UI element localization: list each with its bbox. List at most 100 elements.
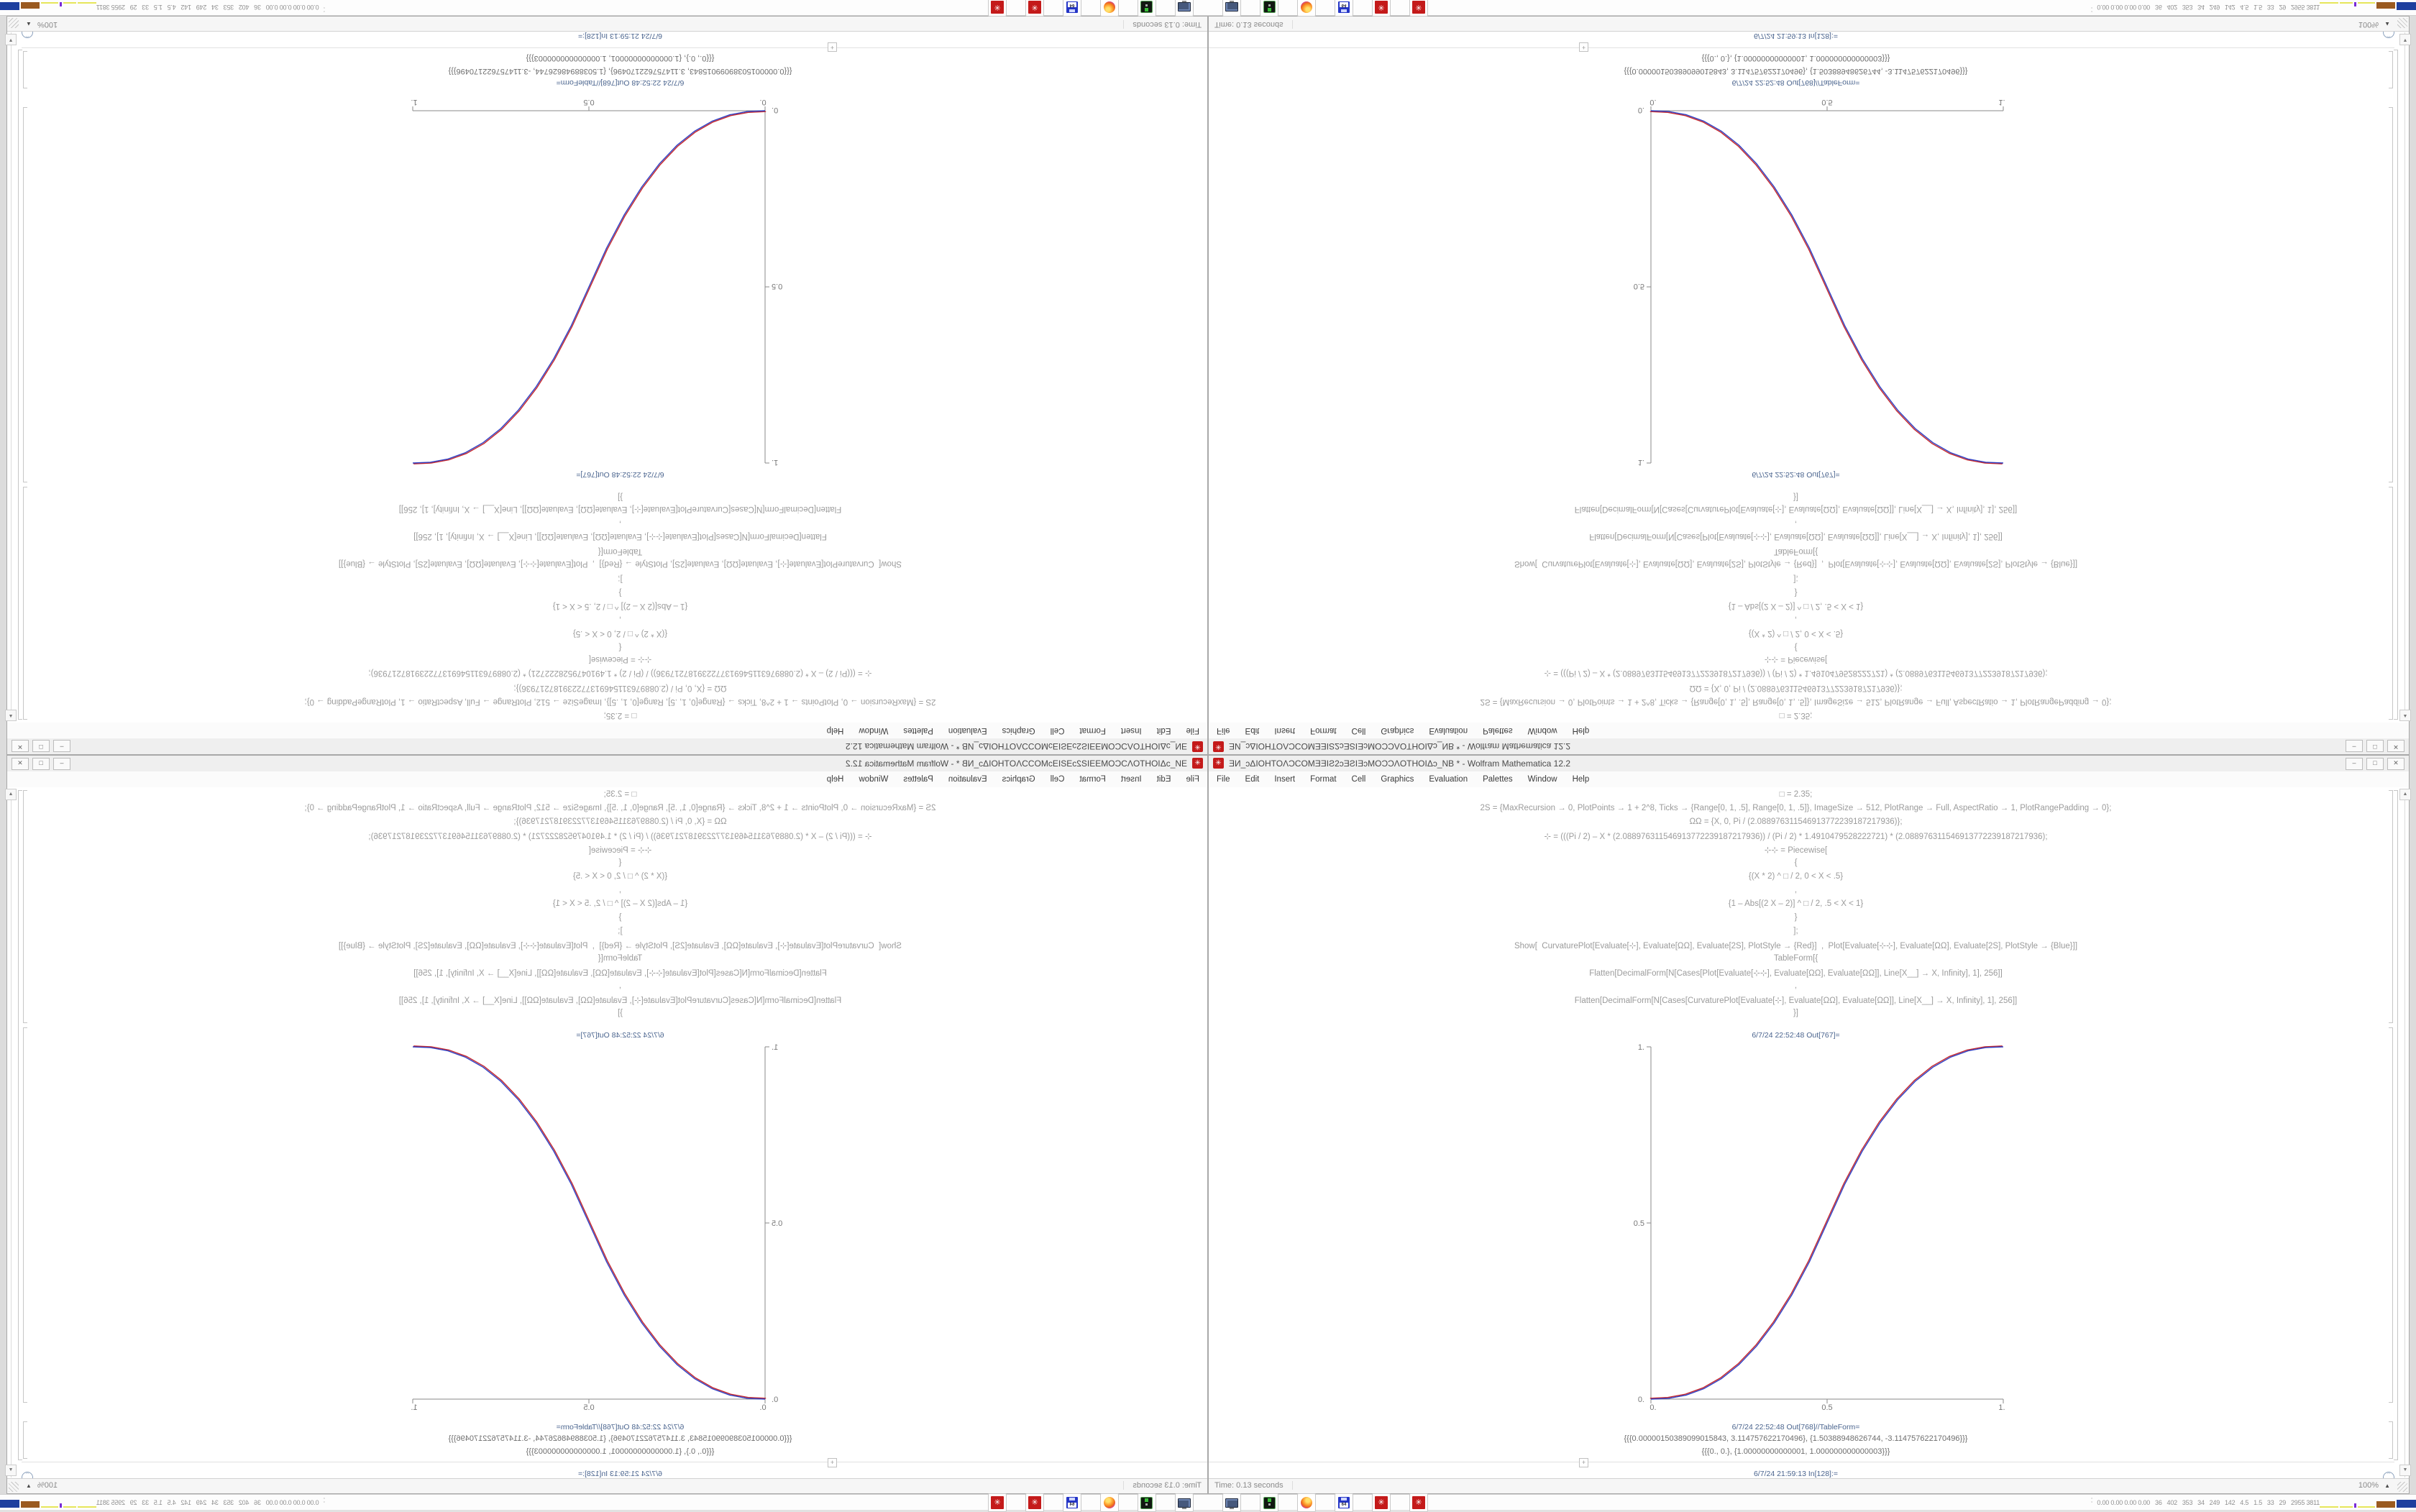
menu-item-help[interactable]: Help xyxy=(826,775,844,784)
window-titlebar[interactable]: ✳ ƎИ_ɔΔIOHTOΛƆCOMƎƎIƧ2ɔƎƧIƎɔMOƆƆΛOTHOIΔɔ… xyxy=(7,738,1207,754)
firefox-icon[interactable] xyxy=(1100,1493,1119,1512)
cell-bracket[interactable] xyxy=(2389,107,2393,482)
mathematica-icon[interactable]: ✳ xyxy=(1025,0,1044,17)
scrollbar-track[interactable] xyxy=(2404,789,2405,1477)
cell-bracket[interactable] xyxy=(2389,1421,2393,1459)
menu-item-window[interactable]: Window xyxy=(859,726,889,735)
zoom-menu-arrow-icon[interactable]: ▲ xyxy=(2384,1483,2390,1489)
menu-item-evaluation[interactable]: Evaluation xyxy=(1429,775,1468,784)
menu-item-cell[interactable]: Cell xyxy=(1050,726,1065,735)
insert-cell-plus-icon[interactable]: + xyxy=(1579,1458,1588,1467)
floppy-64-icon[interactable]: 64 xyxy=(1063,0,1081,17)
cell-bracket[interactable] xyxy=(23,1027,27,1403)
menu-item-evaluation[interactable]: Evaluation xyxy=(1429,726,1468,735)
close-button[interactable]: ✕ xyxy=(12,740,29,752)
menu-item-graphics[interactable]: Graphics xyxy=(1002,775,1035,784)
scrollbar-down-arrow-icon[interactable]: ▼ xyxy=(2399,1465,2411,1476)
cell-bracket[interactable] xyxy=(23,1421,27,1459)
menu-item-palettes[interactable]: Palettes xyxy=(1483,726,1513,735)
cell-group-bracket[interactable] xyxy=(18,790,22,1460)
menu-item-format[interactable]: Format xyxy=(1310,726,1337,735)
maximize-button[interactable]: □ xyxy=(32,740,50,752)
menu-item-palettes[interactable]: Palettes xyxy=(903,775,933,784)
cell-bracket[interactable] xyxy=(23,51,27,88)
cell-bracket[interactable] xyxy=(2389,790,2393,1023)
cell-bracket[interactable] xyxy=(2389,487,2393,720)
notebook-area[interactable]: □ = 2.35; 2S = {MaxRecursion → 0, PlotPoi… xyxy=(1209,787,2409,1479)
cell-bracket[interactable] xyxy=(23,487,27,720)
menu-item-graphics[interactable]: Graphics xyxy=(1381,775,1414,784)
window-titlebar[interactable]: ✳ ƎИ_ɔΔIOHTOΛƆCOMƎƎIƧ2ɔƎƧIƎɔMOƆƆΛOTHOIΔɔ… xyxy=(1209,756,2409,772)
minimize-button[interactable]: – xyxy=(53,740,70,752)
mathematica-icon[interactable]: ✳ xyxy=(1409,1493,1428,1512)
terminal-icon[interactable] xyxy=(1260,0,1278,17)
insert-cell-plus-icon[interactable]: + xyxy=(828,42,837,52)
mathematica-icon[interactable]: ✳ xyxy=(1409,0,1428,17)
menu-item-edit[interactable]: Edit xyxy=(1156,726,1171,735)
scrollbar-up-arrow-icon[interactable]: ▲ xyxy=(5,789,17,800)
zoom-menu-arrow-icon[interactable]: ▲ xyxy=(26,21,32,27)
scrollbar-up-arrow-icon[interactable]: ▲ xyxy=(2399,710,2411,721)
cell-insertion-bar[interactable]: + xyxy=(22,42,1207,52)
menu-item-evaluation[interactable]: Evaluation xyxy=(948,726,987,735)
window-titlebar[interactable]: ✳ ƎИ_ɔΔIOHTOΛƆCOMƎƎIƧ2ɔƎƧIƎɔMOƆƆΛOTHOIΔɔ… xyxy=(7,756,1207,772)
cell-group-bracket[interactable] xyxy=(2394,50,2398,720)
floppy-64-icon[interactable]: 64 xyxy=(1063,1493,1081,1512)
zoom-menu-arrow-icon[interactable]: ▲ xyxy=(26,1483,32,1489)
cell-bracket[interactable] xyxy=(2389,51,2393,88)
menu-item-window[interactable]: Window xyxy=(1527,726,1557,735)
cell-group-bracket[interactable] xyxy=(2394,790,2398,1460)
floppy-64-icon[interactable]: 64 xyxy=(1335,1493,1353,1512)
elision-chevrons-icon[interactable]: ˇˇ xyxy=(22,31,33,38)
terminal-icon[interactable] xyxy=(1260,1493,1278,1512)
cell-bracket[interactable] xyxy=(23,790,27,1023)
menu-item-graphics[interactable]: Graphics xyxy=(1002,726,1035,735)
menu-item-palettes[interactable]: Palettes xyxy=(1483,775,1513,784)
resize-grip[interactable] xyxy=(9,1482,19,1492)
menu-item-file[interactable]: File xyxy=(1217,726,1230,735)
resize-grip[interactable] xyxy=(9,18,19,28)
display-settings-icon[interactable] xyxy=(1222,0,1241,17)
menu-item-edit[interactable]: Edit xyxy=(1245,775,1260,784)
menu-item-insert[interactable]: Insert xyxy=(1274,726,1296,735)
menu-item-insert[interactable]: Insert xyxy=(1120,726,1142,735)
scrollbar-up-arrow-icon[interactable]: ▲ xyxy=(5,710,17,721)
scrollbar-track[interactable] xyxy=(11,789,12,1477)
menu-item-palettes[interactable]: Palettes xyxy=(903,726,933,735)
maximize-button[interactable]: □ xyxy=(2366,758,2384,770)
menu-item-format[interactable]: Format xyxy=(1079,726,1106,735)
mathematica-icon[interactable]: ✳ xyxy=(1372,0,1391,17)
maximize-button[interactable]: □ xyxy=(2366,740,2384,752)
resize-grip[interactable] xyxy=(2397,1482,2407,1492)
menu-item-window[interactable]: Window xyxy=(1527,775,1557,784)
scrollbar-down-arrow-icon[interactable]: ▼ xyxy=(2399,34,2411,45)
menu-item-insert[interactable]: Insert xyxy=(1274,775,1296,784)
cell-insertion-bar[interactable]: + xyxy=(1209,42,2394,52)
minimize-button[interactable]: – xyxy=(53,758,70,770)
maximize-button[interactable]: □ xyxy=(32,758,50,770)
zoom-menu-arrow-icon[interactable]: ▲ xyxy=(2384,21,2390,27)
scrollbar-down-arrow-icon[interactable]: ▼ xyxy=(5,34,17,45)
terminal-icon[interactable] xyxy=(1138,1493,1156,1512)
display-settings-icon[interactable] xyxy=(1222,1493,1241,1512)
elision-chevrons-icon[interactable]: ˇˇ xyxy=(2383,31,2394,38)
mathematica-icon[interactable]: ✳ xyxy=(988,0,1007,17)
firefox-icon[interactable] xyxy=(1297,0,1316,17)
menu-item-cell[interactable]: Cell xyxy=(1351,726,1366,735)
menu-item-file[interactable]: File xyxy=(1217,775,1230,784)
resize-grip[interactable] xyxy=(2397,18,2407,28)
window-titlebar[interactable]: ✳ ƎИ_ɔΔIOHTOΛƆCOMƎƎIƧ2ɔƎƧIƎɔMOƆƆΛOTHOIΔɔ… xyxy=(1209,738,2409,754)
menu-item-edit[interactable]: Edit xyxy=(1245,726,1260,735)
scrollbar-track[interactable] xyxy=(2404,32,2405,721)
menu-item-window[interactable]: Window xyxy=(859,775,889,784)
menu-item-help[interactable]: Help xyxy=(826,726,844,735)
insert-cell-plus-icon[interactable]: + xyxy=(1579,42,1588,52)
menu-item-insert[interactable]: Insert xyxy=(1120,775,1142,784)
cell-bracket[interactable] xyxy=(23,107,27,482)
menu-item-file[interactable]: File xyxy=(1186,726,1199,735)
mathematica-icon[interactable]: ✳ xyxy=(988,1493,1007,1512)
cell-group-bracket[interactable] xyxy=(18,50,22,720)
menu-item-evaluation[interactable]: Evaluation xyxy=(948,775,987,784)
firefox-icon[interactable] xyxy=(1100,0,1119,17)
cell-bracket[interactable] xyxy=(2389,1027,2393,1403)
